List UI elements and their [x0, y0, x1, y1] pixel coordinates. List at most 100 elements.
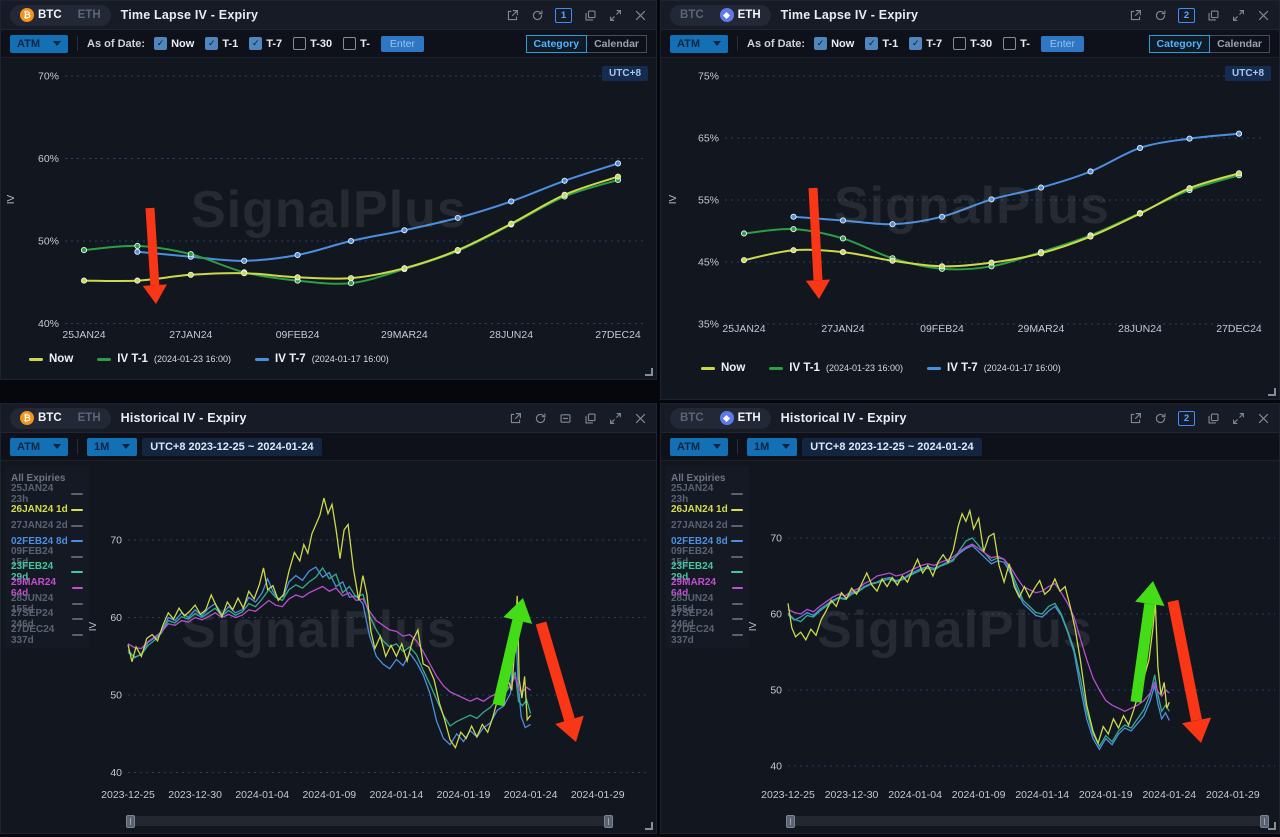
expiry-item[interactable]: 28JUN24 155d: [11, 593, 83, 615]
strike-select[interactable]: ATM: [670, 437, 729, 456]
layout-count-badge[interactable]: 1: [555, 7, 572, 23]
legend-item[interactable]: IV T-7 (2024-01-17 16:00): [927, 362, 1061, 374]
external-link-icon[interactable]: [505, 8, 519, 22]
category-button[interactable]: Category: [1148, 34, 1211, 53]
refresh-icon[interactable]: [1153, 411, 1167, 425]
checkbox-t-30[interactable]: T-30: [293, 37, 332, 50]
category-button[interactable]: Category: [525, 34, 588, 53]
coin-tabs[interactable]: BTC ETH: [670, 4, 771, 26]
coin-tabs[interactable]: ₿ BTC ETH: [10, 4, 111, 26]
external-link-icon[interactable]: [508, 411, 522, 425]
scrollbar-handle-left[interactable]: [786, 814, 795, 828]
checkbox-t-[interactable]: T-: [343, 37, 370, 50]
historical-chart[interactable]: 70 60 50 40 2023-12-25 2023-12-30 2024-01-04 20…: [89, 461, 658, 813]
close-icon[interactable]: [633, 411, 647, 425]
resize-handle[interactable]: [1268, 388, 1276, 396]
calendar-button[interactable]: Calendar: [586, 34, 647, 53]
checkbox-now[interactable]: ✓ Now: [154, 37, 194, 50]
duplicate-icon[interactable]: [583, 411, 597, 425]
legend-item[interactable]: Now: [29, 353, 73, 365]
expand-icon[interactable]: [1231, 8, 1245, 22]
duplicate-icon[interactable]: [583, 8, 597, 22]
expiry-item[interactable]: 27JAN24 2d: [671, 518, 743, 534]
expiry-item[interactable]: 02FEB24 8d: [11, 533, 83, 549]
calendar-button[interactable]: Calendar: [1209, 34, 1270, 53]
close-icon[interactable]: [633, 8, 647, 22]
range-preset-select[interactable]: 1M: [87, 437, 138, 456]
tab-btc[interactable]: BTC: [673, 7, 711, 24]
checkbox-t-1[interactable]: ✓ T-1: [205, 37, 238, 50]
checkbox-box[interactable]: ✓: [909, 37, 923, 50]
checkbox-box[interactable]: ✓: [154, 37, 168, 50]
coin-tabs[interactable]: ₿ BTC ETH: [10, 407, 111, 429]
expiry-item[interactable]: 27DEC24 337d: [671, 624, 743, 646]
checkbox-box[interactable]: ✓: [205, 37, 219, 50]
scrollbar-handle-left[interactable]: [126, 814, 135, 828]
duplicate-icon[interactable]: [1206, 8, 1220, 22]
expiry-item[interactable]: 29MAR24 64d: [11, 577, 83, 599]
tab-btc[interactable]: ₿ BTC: [13, 410, 69, 427]
tab-btc[interactable]: ₿ BTC: [13, 7, 69, 24]
checkbox-box[interactable]: ✓: [814, 37, 828, 50]
sidebar-item-all-expiries[interactable]: All Expiries: [671, 473, 726, 485]
external-link-icon[interactable]: [1128, 411, 1142, 425]
checkbox-t-30[interactable]: T-30: [953, 37, 992, 50]
checkbox-box[interactable]: [1003, 37, 1017, 50]
custom-date-input[interactable]: Enter: [380, 35, 425, 52]
timelapse-chart[interactable]: 75% 65% 55% 45% 35% 25JAN24 27JAN24 09FEB24 29MA…: [661, 58, 1280, 358]
expand-icon[interactable]: [1231, 411, 1245, 425]
date-range[interactable]: UTC+8 2023-12-25 ~ 2024-01-24: [142, 437, 322, 456]
tab-eth[interactable]: ETH: [713, 7, 768, 24]
legend-item[interactable]: IV T-1 (2024-01-23 16:00): [97, 353, 231, 365]
strike-select[interactable]: ATM: [10, 437, 69, 456]
expiry-item[interactable]: 02FEB24 8d: [671, 533, 743, 549]
expiry-item[interactable]: 26JAN24 1d: [11, 502, 83, 518]
resize-handle[interactable]: [1268, 822, 1276, 830]
expiry-item[interactable]: 27JAN24 2d: [11, 518, 83, 534]
date-range[interactable]: UTC+8 2023-12-25 ~ 2024-01-24: [802, 437, 982, 456]
checkbox-box[interactable]: [293, 37, 307, 50]
checkbox-box[interactable]: ✓: [249, 37, 263, 50]
expiry-item[interactable]: 29MAR24 64d: [671, 577, 743, 599]
checkbox-t-1[interactable]: ✓ T-1: [865, 37, 898, 50]
custom-date-input[interactable]: Enter: [1040, 35, 1085, 52]
resize-handle[interactable]: [645, 822, 653, 830]
resize-handle[interactable]: [645, 368, 653, 376]
checkbox-t-7[interactable]: ✓ T-7: [249, 37, 282, 50]
expiry-item[interactable]: 09FEB24 15d: [11, 546, 83, 568]
checkbox-t-[interactable]: T-: [1003, 37, 1030, 50]
scrollbar[interactable]: [126, 814, 613, 828]
strike-select[interactable]: ATM: [670, 34, 729, 53]
refresh-icon[interactable]: [530, 8, 544, 22]
tab-eth[interactable]: ETH: [713, 410, 768, 427]
range-preset-select[interactable]: 1M: [747, 437, 798, 456]
legend-item[interactable]: IV T-1 (2024-01-23 16:00): [769, 362, 903, 374]
group-icon[interactable]: [558, 411, 572, 425]
legend-item[interactable]: Now: [701, 362, 745, 374]
close-icon[interactable]: [1256, 411, 1270, 425]
expand-icon[interactable]: [608, 411, 622, 425]
coin-tabs[interactable]: BTC ETH: [670, 407, 771, 429]
scrollbar-handle-right[interactable]: [1260, 814, 1269, 828]
refresh-icon[interactable]: [533, 411, 547, 425]
sidebar-item-all-expiries[interactable]: All Expiries: [11, 473, 66, 485]
expiry-item[interactable]: 26JAN24 1d: [671, 502, 743, 518]
external-link-icon[interactable]: [1128, 8, 1142, 22]
expiry-item[interactable]: 28JUN24 155d: [671, 593, 743, 615]
tab-eth[interactable]: ETH: [71, 7, 108, 24]
checkbox-box[interactable]: [343, 37, 357, 50]
tab-eth[interactable]: ETH: [71, 410, 108, 427]
timelapse-chart[interactable]: 70% 60% 50% 40%25JAN24 27JAN24 09FEB24 29MAR24…: [1, 58, 658, 348]
scrollbar-handle-right[interactable]: [604, 814, 613, 828]
layout-count-badge[interactable]: 2: [1178, 7, 1195, 23]
checkbox-box[interactable]: ✓: [865, 37, 879, 50]
expiry-item[interactable]: 23FEB24 29d: [11, 561, 83, 583]
checkbox-box[interactable]: [953, 37, 967, 50]
expiry-item[interactable]: 09FEB24 15d: [671, 546, 743, 568]
tab-btc[interactable]: BTC: [673, 410, 711, 427]
legend-item[interactable]: IV T-7 (2024-01-17 16:00): [255, 353, 389, 365]
layout-count-badge[interactable]: 2: [1178, 410, 1195, 426]
checkbox-now[interactable]: ✓ Now: [814, 37, 854, 50]
expiry-item[interactable]: 27SEP24 246d: [11, 608, 83, 630]
expiry-item[interactable]: 25JAN24 23h: [11, 483, 83, 505]
